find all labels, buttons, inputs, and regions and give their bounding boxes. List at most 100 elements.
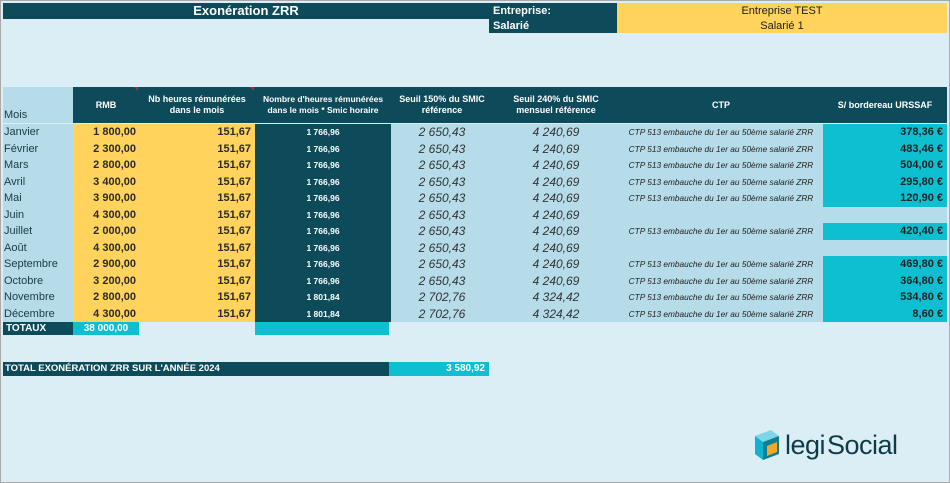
cell-ctp: CTP 513 embauche du 1er au 50ème salarié… xyxy=(619,190,823,207)
cell-seuil240: 4 240,69 xyxy=(493,239,619,256)
cell-rmb: 2 900,00 xyxy=(73,256,139,273)
legisocial-logo: legi Social xyxy=(749,426,919,466)
cell-nb-heures-smic: 1 766,96 xyxy=(255,256,391,273)
cell-seuil240: 4 240,69 xyxy=(493,206,619,223)
totaux-rmb-cell: 38 000,00 xyxy=(73,322,139,335)
cell-nb-heures-smic: 1 801,84 xyxy=(255,289,391,306)
cell-rmb: 2 800,00 xyxy=(73,289,139,306)
cell-heures: 151,67 xyxy=(139,140,255,157)
cell-heures: 151,67 xyxy=(139,190,255,207)
cell-heures: 151,67 xyxy=(139,157,255,174)
cell-rmb: 3 400,00 xyxy=(73,173,139,190)
cell-ctp: CTP 513 embauche du 1er au 50ème salarié… xyxy=(619,173,823,190)
table-row: Janvier 1 800,00 151,67 1 766,96 2 650,43 4 2… xyxy=(3,124,947,141)
cell-urssaf xyxy=(823,206,947,223)
cell-mois: Février xyxy=(3,140,73,157)
table-row: Avril 3 400,00 151,67 1 766,96 2 650,43 4 240… xyxy=(3,173,947,190)
cell-seuil240: 4 240,69 xyxy=(493,223,619,240)
cell-mois: Juin xyxy=(3,206,73,223)
cell-seuil240: 4 240,69 xyxy=(493,140,619,157)
cell-mois: Avril xyxy=(3,173,73,190)
salarie-value-cell: Salarié 1 xyxy=(617,19,947,33)
cell-nb-heures-smic: 1 766,96 xyxy=(255,190,391,207)
cell-seuil150: 2 650,43 xyxy=(391,239,493,256)
table-row: Août 4 300,00 151,67 1 766,96 2 650,43 4 240,… xyxy=(3,239,947,256)
cell-urssaf: 364,80 € xyxy=(823,272,947,289)
cell-seuil150: 2 650,43 xyxy=(391,272,493,289)
totaux-label: TOTAUX xyxy=(6,323,47,334)
entreprise-label-cell: Entreprise: xyxy=(489,3,617,19)
cell-nb-heures-smic: 1 766,96 xyxy=(255,272,391,289)
cell-heures: 151,67 xyxy=(139,124,255,141)
cell-urssaf: 420,40 € xyxy=(823,223,947,240)
page-title: Exonération ZRR xyxy=(3,3,489,19)
entreprise-value: Entreprise TEST xyxy=(741,5,823,17)
cell-urssaf: 469,80 € xyxy=(823,256,947,273)
cell-mois: Novembre xyxy=(3,289,73,306)
cell-mois: Octobre xyxy=(3,272,73,289)
table-row: Mars 2 800,00 151,67 1 766,96 2 650,43 4 240,… xyxy=(3,157,947,174)
cell-nb-heures-smic: 1 766,96 xyxy=(255,223,391,240)
cell-ctp xyxy=(619,239,823,256)
cell-ctp: CTP 513 embauche du 1er au 50ème salarié… xyxy=(619,223,823,240)
legisocial-cube-icon xyxy=(755,430,779,460)
cell-rmb: 4 300,00 xyxy=(73,239,139,256)
cell-urssaf: 534,80 € xyxy=(823,289,947,306)
cell-seuil150: 2 650,43 xyxy=(391,173,493,190)
cell-heures: 151,67 xyxy=(139,305,255,322)
cell-rmb: 3 200,00 xyxy=(73,272,139,289)
cell-mois: Mars xyxy=(3,157,73,174)
cell-urssaf: 483,46 € xyxy=(823,140,947,157)
cell-nb-heures-smic: 1 766,96 xyxy=(255,239,391,256)
cell-ctp: CTP 513 embauche du 1er au 50ème salarié… xyxy=(619,272,823,289)
cell-seuil150: 2 650,43 xyxy=(391,124,493,141)
table-row: Octobre 3 200,00 151,67 1 766,96 2 650,43 4 2… xyxy=(3,272,947,289)
total-annee-label-cell: TOTAL EXONÉRATION ZRR SUR L'ANNÉE 2024 xyxy=(3,362,389,376)
header-mois: Mois xyxy=(3,87,73,123)
table-row: Mai 3 900,00 151,67 1 766,96 2 650,43 4 240,6… xyxy=(3,190,947,207)
cell-rmb: 4 300,00 xyxy=(73,206,139,223)
header-nb-heures-smic: Nombre d'heures rémunérées dans le mois … xyxy=(255,87,391,123)
salarie-label-cell: Salarié xyxy=(489,19,617,33)
cell-seuil240: 4 324,42 xyxy=(493,305,619,322)
header-seuil240: Seuil 240% du SMIC mensuel référence xyxy=(493,87,619,123)
table-row: Septembre 2 900,00 151,67 1 766,96 2 650,43 4… xyxy=(3,256,947,273)
cell-seuil240: 4 240,69 xyxy=(493,272,619,289)
cell-seuil150: 2 702,76 xyxy=(391,289,493,306)
cell-mois: Janvier xyxy=(3,124,73,141)
header-mois-label: Mois xyxy=(4,109,28,121)
cell-heures: 151,67 xyxy=(139,206,255,223)
cell-ctp: CTP 513 embauche du 1er au 50ème salarié… xyxy=(619,305,823,322)
cell-ctp: CTP 513 embauche du 1er au 50ème salarié… xyxy=(619,124,823,141)
header-rmb: RMB xyxy=(73,87,139,123)
totaux-rmb: 38 000,00 xyxy=(83,323,129,334)
logo-text-legi: legi xyxy=(785,430,826,460)
cell-seuil240: 4 240,69 xyxy=(493,190,619,207)
cell-seuil240: 4 240,69 xyxy=(493,256,619,273)
cell-heures: 151,67 xyxy=(139,173,255,190)
cell-mois: Septembre xyxy=(3,256,73,273)
cell-mois: Mai xyxy=(3,190,73,207)
total-annee-value: 3 580,92 xyxy=(446,363,485,374)
header-urssaf: S/ bordereau URSSAF xyxy=(823,87,947,123)
header-seuil150: Seuil 150% du SMIC référence xyxy=(391,87,493,123)
total-annee-value-cell: 3 580,92 xyxy=(389,362,489,376)
totaux-nbh-cell xyxy=(255,322,389,335)
table-row: Juillet 2 000,00 151,67 1 766,96 2 650,43 4 2… xyxy=(3,223,947,240)
cell-rmb: 2 800,00 xyxy=(73,157,139,174)
cell-nb-heures-smic: 1 801,84 xyxy=(255,305,391,322)
entreprise-label: Entreprise: xyxy=(493,5,552,17)
table-row: Décembre 4 300,00 151,67 1 801,84 2 702,76 4 … xyxy=(3,305,947,322)
cell-mois: Août xyxy=(3,239,73,256)
cell-seuil240: 4 324,42 xyxy=(493,289,619,306)
cell-ctp: CTP 513 embauche du 1er au 50ème salarié… xyxy=(619,157,823,174)
cell-nb-heures-smic: 1 766,96 xyxy=(255,157,391,174)
comment-marker-icon xyxy=(134,87,138,91)
salarie-value: Salarié 1 xyxy=(760,20,804,32)
cell-nb-heures-smic: 1 766,96 xyxy=(255,173,391,190)
cell-urssaf xyxy=(823,239,947,256)
table-row: Février 2 300,00 151,67 1 766,96 2 650,43 4 2… xyxy=(3,140,947,157)
cell-seuil240: 4 240,69 xyxy=(493,157,619,174)
totaux-label-cell: TOTAUX xyxy=(3,322,73,335)
comment-marker-icon xyxy=(250,87,254,91)
